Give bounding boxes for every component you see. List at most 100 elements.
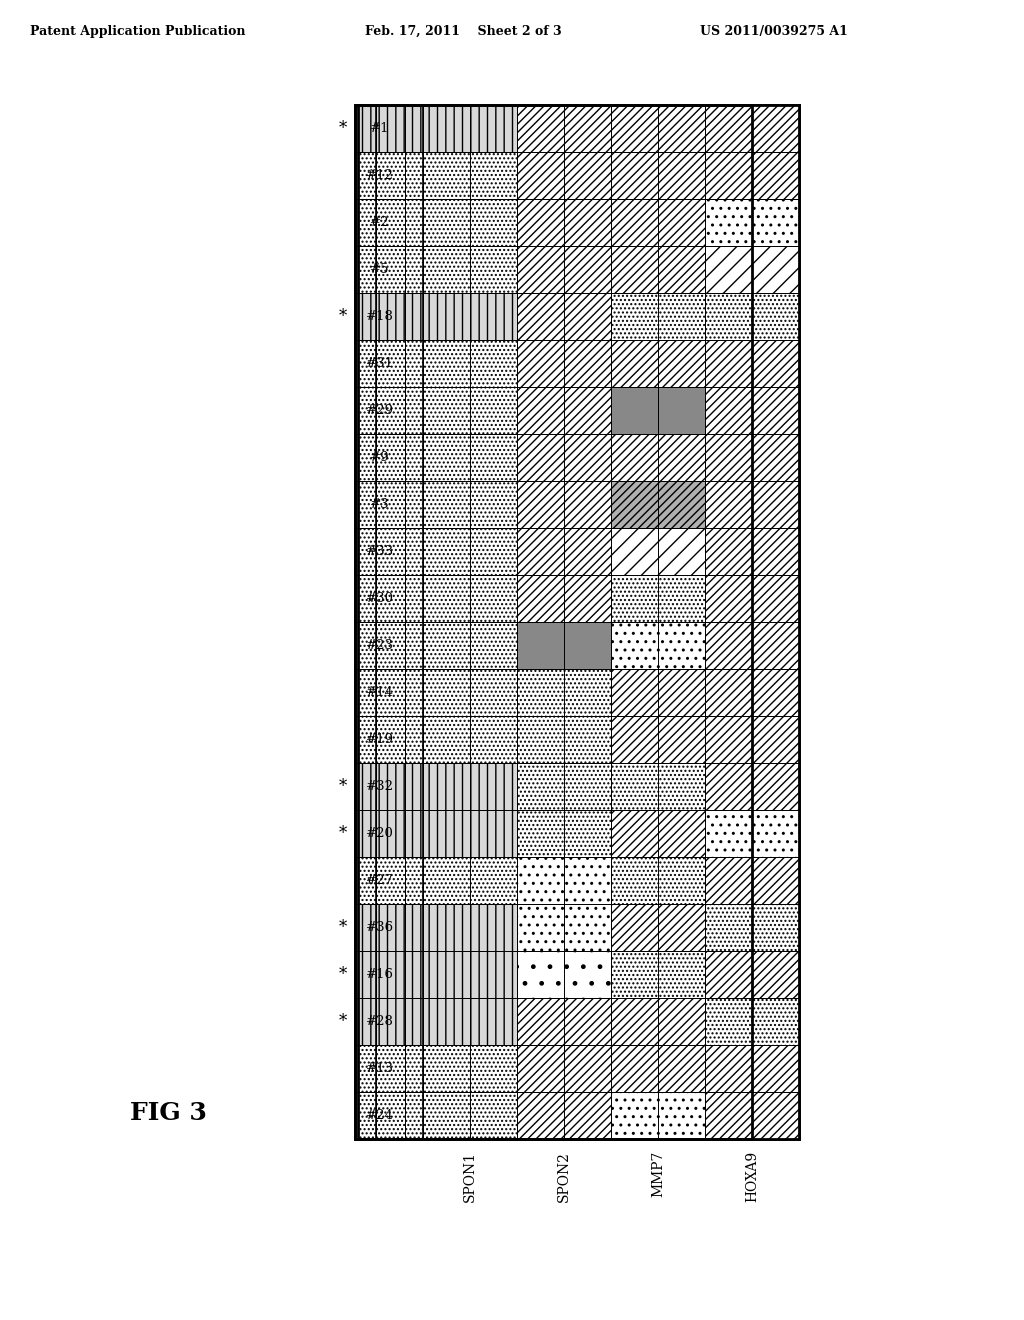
- Bar: [517, 857, 611, 904]
- Bar: [376, 1045, 470, 1092]
- Bar: [611, 480, 705, 528]
- Bar: [564, 106, 658, 152]
- Text: #16: #16: [366, 968, 394, 981]
- Text: *: *: [339, 966, 347, 983]
- Text: US 2011/0039275 A1: US 2011/0039275 A1: [700, 25, 848, 38]
- Bar: [658, 1092, 752, 1139]
- Bar: [355, 106, 799, 1139]
- Bar: [658, 480, 752, 528]
- Bar: [705, 152, 799, 199]
- Bar: [658, 669, 752, 715]
- Text: #36: #36: [366, 921, 394, 935]
- Bar: [611, 246, 705, 293]
- Bar: [611, 950, 705, 998]
- Bar: [611, 810, 705, 857]
- Bar: [611, 1092, 705, 1139]
- Bar: [423, 715, 517, 763]
- Bar: [658, 293, 752, 341]
- Text: #12: #12: [366, 169, 394, 182]
- Bar: [658, 857, 752, 904]
- Bar: [358, 622, 376, 669]
- Bar: [470, 810, 564, 857]
- Bar: [611, 763, 705, 810]
- Bar: [517, 763, 611, 810]
- Text: SPON1: SPON1: [463, 1151, 477, 1203]
- Bar: [705, 950, 799, 998]
- Bar: [423, 1092, 517, 1139]
- Bar: [423, 152, 517, 199]
- Bar: [376, 434, 470, 480]
- Bar: [470, 106, 564, 152]
- Bar: [376, 904, 470, 950]
- Bar: [376, 528, 470, 576]
- Bar: [470, 199, 564, 246]
- Text: Feb. 17, 2011    Sheet 2 of 3: Feb. 17, 2011 Sheet 2 of 3: [365, 25, 561, 38]
- Bar: [376, 950, 470, 998]
- Bar: [470, 1092, 564, 1139]
- Bar: [658, 715, 752, 763]
- Bar: [517, 106, 611, 152]
- Bar: [406, 998, 423, 1045]
- Bar: [705, 293, 799, 341]
- Text: SPON2: SPON2: [557, 1151, 571, 1203]
- Text: *: *: [339, 825, 347, 842]
- Text: #31: #31: [366, 356, 394, 370]
- Bar: [517, 387, 611, 434]
- Text: HOXA9: HOXA9: [745, 1151, 759, 1203]
- Bar: [517, 715, 611, 763]
- Bar: [611, 669, 705, 715]
- Bar: [423, 904, 517, 950]
- Bar: [358, 199, 376, 246]
- Bar: [358, 715, 376, 763]
- Bar: [564, 715, 658, 763]
- Bar: [423, 434, 517, 480]
- Bar: [658, 998, 752, 1045]
- Text: #28: #28: [366, 1015, 394, 1028]
- Text: #13: #13: [366, 1063, 394, 1074]
- Bar: [611, 576, 705, 622]
- Bar: [423, 576, 517, 622]
- Bar: [517, 1045, 611, 1092]
- Bar: [564, 293, 658, 341]
- Bar: [358, 528, 376, 576]
- Bar: [611, 106, 705, 152]
- Bar: [406, 434, 423, 480]
- Text: #20: #20: [366, 828, 394, 840]
- Bar: [406, 1092, 423, 1139]
- Bar: [470, 715, 564, 763]
- Bar: [564, 576, 658, 622]
- Bar: [470, 763, 564, 810]
- Bar: [406, 293, 423, 341]
- Bar: [611, 152, 705, 199]
- Bar: [406, 763, 423, 810]
- Bar: [564, 857, 658, 904]
- Text: #14: #14: [366, 686, 394, 700]
- Bar: [376, 763, 470, 810]
- Bar: [611, 904, 705, 950]
- Bar: [358, 904, 376, 950]
- Bar: [470, 387, 564, 434]
- Bar: [517, 199, 611, 246]
- Bar: [658, 528, 752, 576]
- Bar: [376, 246, 470, 293]
- Bar: [376, 152, 470, 199]
- Bar: [470, 528, 564, 576]
- Bar: [406, 106, 423, 152]
- Bar: [376, 480, 470, 528]
- Bar: [658, 622, 752, 669]
- Bar: [517, 528, 611, 576]
- Bar: [470, 576, 564, 622]
- Bar: [470, 293, 564, 341]
- Bar: [470, 669, 564, 715]
- Bar: [406, 950, 423, 998]
- Bar: [658, 810, 752, 857]
- Text: *: *: [339, 1012, 347, 1030]
- Bar: [358, 480, 376, 528]
- Bar: [517, 434, 611, 480]
- Bar: [358, 810, 376, 857]
- Bar: [406, 246, 423, 293]
- Bar: [564, 480, 658, 528]
- Bar: [376, 998, 470, 1045]
- Text: #32: #32: [366, 780, 394, 793]
- Bar: [611, 434, 705, 480]
